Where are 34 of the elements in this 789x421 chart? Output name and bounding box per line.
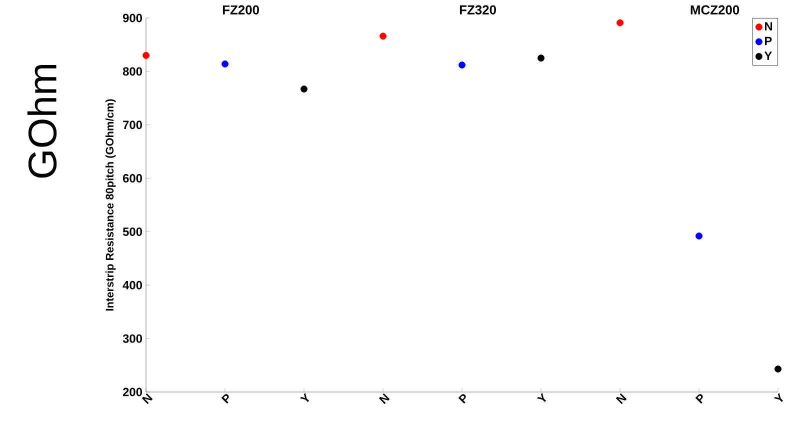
x-tick-label: P	[221, 394, 229, 404]
y-tick-label: 600	[122, 174, 142, 183]
x-tick-label: Y	[300, 392, 310, 402]
point	[616, 19, 624, 26]
x-tick-label: P	[695, 394, 703, 404]
x-tick-label: N	[378, 393, 390, 404]
legend-label: P	[764, 36, 772, 46]
text: GOhm	[27, 64, 57, 178]
legend-label: Y	[764, 52, 772, 60]
x-tick-label: N	[142, 393, 153, 404]
point	[774, 366, 782, 373]
point	[538, 54, 544, 62]
y-tick-label: 700	[123, 120, 142, 130]
y-tick-label: 900	[122, 14, 142, 22]
point	[300, 86, 308, 93]
x-tick-label: N	[616, 393, 627, 404]
y-tick-label: 400	[122, 280, 142, 290]
y-tick-label: 300	[122, 334, 142, 343]
y-axis-title: Interstrip Resistance 80pitch (GOhm/cm)	[105, 99, 116, 311]
legend-label: N	[764, 22, 772, 30]
text: FZ200	[222, 5, 259, 14]
y-tick-label: 500	[122, 227, 142, 236]
point	[458, 62, 466, 69]
y-tick-label: 200	[122, 388, 142, 396]
point	[380, 32, 386, 40]
text: FZ320	[460, 5, 496, 14]
y-tick-label: 800	[122, 67, 142, 76]
point	[696, 232, 702, 240]
point	[222, 60, 228, 68]
x-tick-label: Y	[536, 392, 546, 402]
text: MCZ200	[690, 5, 740, 14]
x-tick-label: Y	[774, 392, 784, 402]
point	[142, 52, 150, 59]
x-tick-label: P	[458, 394, 466, 404]
